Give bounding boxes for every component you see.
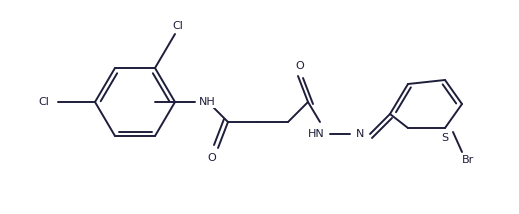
Text: O: O xyxy=(296,61,304,71)
Text: S: S xyxy=(442,133,448,143)
Text: Cl: Cl xyxy=(38,97,49,107)
Text: Cl: Cl xyxy=(172,21,183,31)
Text: N: N xyxy=(356,129,364,139)
Text: NH: NH xyxy=(199,97,215,107)
Text: Br: Br xyxy=(462,155,474,165)
Text: HN: HN xyxy=(308,129,324,139)
Text: O: O xyxy=(208,153,216,163)
